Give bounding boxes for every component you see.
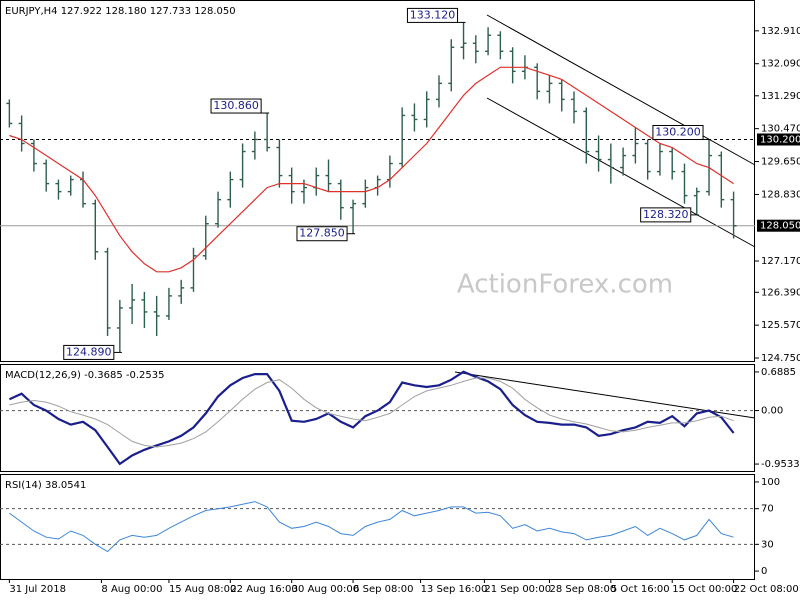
x-tick-label: 15 Aug 08:00 xyxy=(169,584,236,595)
y-tick-label: 132.910 xyxy=(761,26,800,37)
y-tick-label: 129.650 xyxy=(761,157,800,168)
price-panel xyxy=(0,0,755,362)
y-tick-label: 0.6885 xyxy=(761,367,796,378)
moving-average xyxy=(9,66,734,273)
indicator-line xyxy=(9,501,734,553)
level-label: 130.200 xyxy=(760,134,800,145)
y-tick-label: 131.290 xyxy=(761,91,800,102)
rsi-panel xyxy=(0,474,755,580)
y-tick-label: 100 xyxy=(761,477,780,488)
panel-title: MACD(12,26,9) -0.3685 -0.2535 xyxy=(5,370,165,381)
annotation-label: 127.850 xyxy=(299,227,345,240)
level-label-box xyxy=(757,219,800,232)
y-tick-label: 128.830 xyxy=(761,189,800,200)
y-tick-label: 0.00 xyxy=(761,406,783,417)
panel-title: RSI(14) 38.0541 xyxy=(5,480,86,491)
y-tick-label: 124.750 xyxy=(761,353,800,364)
annotation-box xyxy=(63,344,115,360)
level-label-box xyxy=(757,133,800,146)
x-tick-label: 21 Sep 00:00 xyxy=(484,584,551,595)
channel-line xyxy=(486,14,756,166)
x-tick-label: 13 Sep 16:00 xyxy=(421,584,488,595)
y-tick-label: 132.090 xyxy=(761,59,800,70)
y-tick-label: 125.570 xyxy=(761,320,800,331)
annotation-box xyxy=(296,226,348,242)
x-tick-label: 8 Aug 00:00 xyxy=(101,584,162,595)
y-tick-label: 127.170 xyxy=(761,256,800,267)
x-tick-label: 22 Oct 08:00 xyxy=(734,584,799,595)
y-tick-label: -0.9533 xyxy=(761,459,800,470)
y-tick-label: 126.390 xyxy=(761,287,800,298)
indicator-line xyxy=(8,370,735,466)
y-tick-label: 0 xyxy=(761,566,767,577)
x-tick-label: 30 Aug 00:00 xyxy=(292,584,359,595)
y-tick-label: 130.470 xyxy=(761,124,800,135)
level-label: 128.050 xyxy=(760,221,800,232)
annotation-label: 130.860 xyxy=(213,99,259,112)
annotation-label: 124.890 xyxy=(66,345,112,358)
annotation-box xyxy=(406,7,459,23)
x-tick-label: 5 Oct 16:00 xyxy=(611,584,670,595)
x-tick-label: 6 Sep 08:00 xyxy=(353,584,413,595)
x-tick-label: 15 Oct 00:00 xyxy=(672,584,737,595)
panel-title: EURJPY,H4 127.922 128.180 127.733 128.05… xyxy=(5,6,236,17)
x-tick-label: 22 Aug 16:00 xyxy=(230,584,297,595)
y-tick-label: 30 xyxy=(761,539,774,550)
annotation-box xyxy=(640,207,692,223)
annotation-label: 133.120 xyxy=(410,8,456,21)
indicator-line xyxy=(9,377,734,448)
x-tick-label: 28 Sep 08:00 xyxy=(549,584,616,595)
x-tick-label: 31 Jul 2018 xyxy=(9,584,66,595)
y-tick-label: 70 xyxy=(761,504,774,515)
channel-line xyxy=(486,97,756,248)
watermark: ActionForex.com xyxy=(457,270,673,300)
annotation-box xyxy=(652,124,704,140)
annotation-label: 128.320 xyxy=(643,208,689,221)
annotation-label: 130.200 xyxy=(655,125,701,138)
annotation-box xyxy=(210,98,262,114)
